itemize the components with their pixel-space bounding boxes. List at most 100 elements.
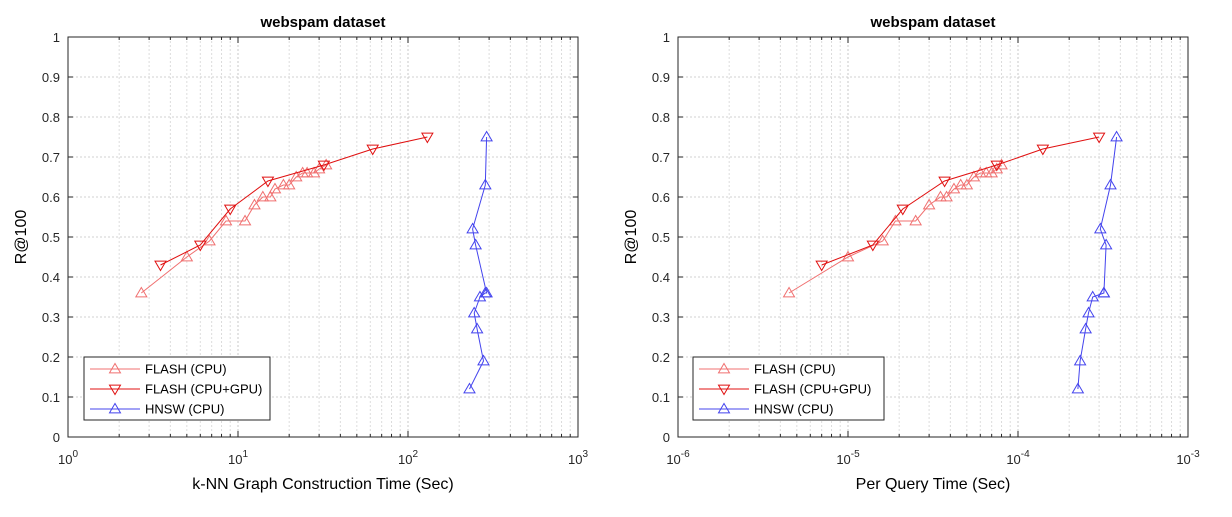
data-point (317, 160, 331, 172)
data-point (940, 190, 953, 202)
data-point (1036, 144, 1050, 156)
x-tick-label: 10-4 (1006, 449, 1030, 467)
y-tick-label: 0.7 (42, 150, 60, 165)
data-point (1092, 132, 1106, 144)
y-tick-label: 0.2 (652, 350, 670, 365)
x-tick-label-base: 10 (398, 452, 412, 467)
legend-label: FLASH (CPU+GPU) (145, 382, 262, 397)
data-point (219, 214, 233, 226)
y-tick-label: 0.4 (42, 270, 60, 285)
data-point (1097, 286, 1111, 298)
data-point (866, 240, 880, 252)
legend-marker (108, 402, 122, 414)
legend-label: FLASH (CPU) (754, 362, 836, 377)
y-axis-label: R@100 (13, 210, 30, 265)
legend: FLASH (CPU) FLASH (CPU+GPU) HNSW (CPU) (83, 356, 271, 421)
data-point (256, 190, 270, 202)
data-point (1082, 306, 1095, 318)
series-line (160, 136, 428, 266)
y-tick-label: 0.8 (42, 110, 60, 125)
data-point (480, 130, 493, 142)
chart-title: webspam dataset (869, 14, 995, 31)
data-point (263, 190, 277, 202)
y-tick-label: 0 (663, 430, 670, 445)
y-tick-label: 0 (53, 430, 60, 445)
data-point (990, 160, 1004, 172)
series-1 (154, 132, 434, 272)
data-point (1104, 178, 1117, 190)
data-point (889, 214, 902, 226)
y-tick-label: 0.9 (652, 70, 670, 85)
data-point (268, 182, 282, 194)
data-point (782, 286, 796, 298)
data-point (420, 132, 434, 144)
data-point (1071, 382, 1085, 394)
data-point (466, 222, 480, 234)
x-axis-label: k-NN Graph Construction Time (Sec) (192, 476, 453, 493)
x-tick-label-base: 10 (568, 452, 582, 467)
series-2 (463, 130, 493, 394)
series-line (469, 136, 488, 390)
x-tick-label-base: 10 (666, 452, 680, 467)
x-tick-label-exponent: 0 (72, 449, 78, 460)
data-point (1086, 290, 1100, 302)
data-point (954, 178, 968, 190)
y-tick-label: 0.3 (652, 310, 670, 325)
x-tick-label-exponent: -5 (851, 449, 860, 460)
data-point (990, 162, 1004, 174)
data-point (1110, 130, 1123, 142)
series-0 (782, 158, 1008, 298)
legend-marker (108, 362, 122, 374)
data-point (470, 322, 484, 334)
x-tick-label-base: 10 (1006, 452, 1020, 467)
y-tick-label: 0.6 (652, 190, 670, 205)
x-tick-label-exponent: 1 (242, 449, 248, 460)
x-tick-label: 10-3 (1176, 449, 1200, 467)
x-tick-label: 10-6 (666, 449, 690, 467)
y-tick-label: 0.1 (42, 390, 60, 405)
y-tick-label: 0.5 (42, 230, 60, 245)
data-point (463, 382, 476, 394)
x-tick-label: 103 (568, 449, 588, 467)
x-tick-label: 10-5 (836, 449, 860, 467)
data-point (312, 162, 326, 174)
data-point (473, 290, 487, 302)
data-point (477, 354, 490, 366)
x-axis-label: Per Query Time (Sec) (856, 476, 1011, 493)
y-tick-label: 0.6 (42, 190, 60, 205)
data-point (1073, 354, 1087, 366)
data-point (896, 204, 910, 216)
data-point (282, 178, 296, 190)
series-0 (134, 158, 333, 298)
data-point (922, 198, 936, 210)
data-point (261, 176, 275, 188)
data-point (909, 214, 923, 226)
data-point (307, 166, 321, 178)
data-point (1079, 322, 1093, 334)
data-point (300, 166, 314, 178)
data-point (1099, 238, 1113, 250)
data-point (938, 176, 951, 188)
series-2 (1071, 130, 1123, 394)
data-point (289, 170, 303, 182)
legend-marker (717, 402, 731, 414)
data-point (876, 234, 890, 246)
data-point (480, 286, 493, 298)
data-point (985, 166, 999, 178)
x-tick-label-base: 10 (228, 452, 242, 467)
legend-label: FLASH (CPU+GPU) (754, 382, 871, 397)
x-tick-label-exponent: 2 (412, 449, 418, 460)
y-tick-label: 0.7 (652, 150, 670, 165)
data-point (134, 286, 148, 298)
y-tick-label: 0.2 (42, 350, 60, 365)
data-point (238, 214, 252, 226)
legend-marker (717, 384, 731, 396)
legend-marker (717, 362, 731, 374)
data-point (947, 182, 961, 194)
x-tick-label-exponent: -6 (681, 449, 690, 460)
data-point (154, 260, 167, 272)
series-line (1077, 136, 1118, 390)
